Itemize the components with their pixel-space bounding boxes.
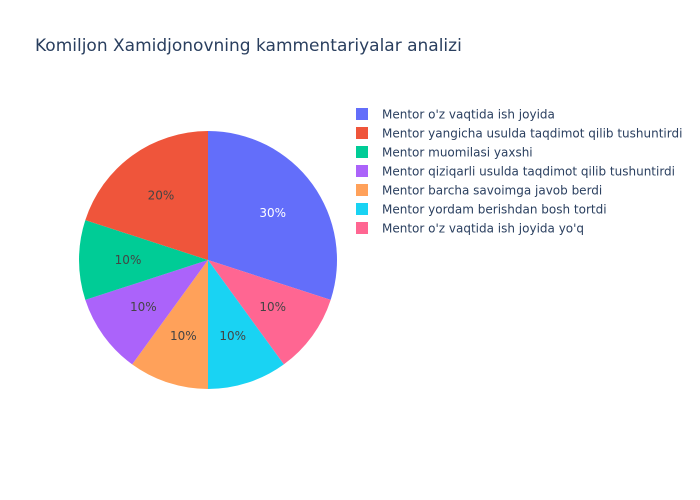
slice-value-label: 20% [148,188,175,202]
legend-item[interactable]: Mentor o'z vaqtida ish joyida [356,108,555,122]
pie-slice[interactable] [85,260,208,365]
slice-value-label: 10% [259,300,286,314]
slice-value-label: 30% [259,206,286,220]
legend-label: Mentor qiziqarli usulda taqdimot qilib t… [382,165,675,179]
legend-item[interactable]: Mentor barcha savoimga javob berdi [356,184,602,198]
slice-value-label: 10% [130,300,157,314]
legend-item[interactable]: Mentor yordam berishdan bosh tortdi [356,203,607,217]
legend-item[interactable]: Mentor qiziqarli usulda taqdimot qilib t… [356,165,675,179]
slice-value-label: 10% [170,329,197,343]
legend: Mentor o'z vaqtida ish joyida Mentor yang… [356,108,682,236]
legend-item[interactable]: Mentor yangicha usulda taqdimot qilib tu… [356,127,682,141]
legend-label: Mentor o'z vaqtida ish joyida [382,108,555,122]
legend-swatch [356,127,368,139]
legend-label: Mentor o'z vaqtida ish joyida yo'q [382,222,584,236]
legend-item[interactable]: Mentor muomilasi yaxshi [356,146,533,160]
chart-title: Komiljon Xamidjonovning kammentariyalar … [35,36,462,56]
legend-swatch [356,146,368,158]
pie-slice[interactable] [208,260,331,365]
legend-swatch [356,108,368,120]
pie [79,131,337,389]
slice-labels: 30% 10% 10% 10% 10% 10% 20% [115,188,286,343]
legend-swatch [356,203,368,215]
legend-label: Mentor muomilasi yaxshi [382,146,533,160]
pie-slice[interactable] [208,131,337,300]
pie-slice[interactable] [208,260,284,389]
pie-slice[interactable] [85,131,208,260]
pie-slice[interactable] [79,220,209,300]
legend-label: Mentor yangicha usulda taqdimot qilib tu… [382,127,682,141]
legend-item[interactable]: Mentor o'z vaqtida ish joyida yo'q [356,222,584,236]
legend-label: Mentor barcha savoimga javob berdi [382,184,602,198]
legend-swatch [356,165,368,177]
pie-slice[interactable] [132,260,208,389]
slice-value-label: 10% [219,329,246,343]
slice-value-label: 10% [115,253,142,267]
legend-label: Mentor yordam berishdan bosh tortdi [382,203,607,217]
legend-swatch [356,184,368,196]
legend-swatch [356,222,368,234]
